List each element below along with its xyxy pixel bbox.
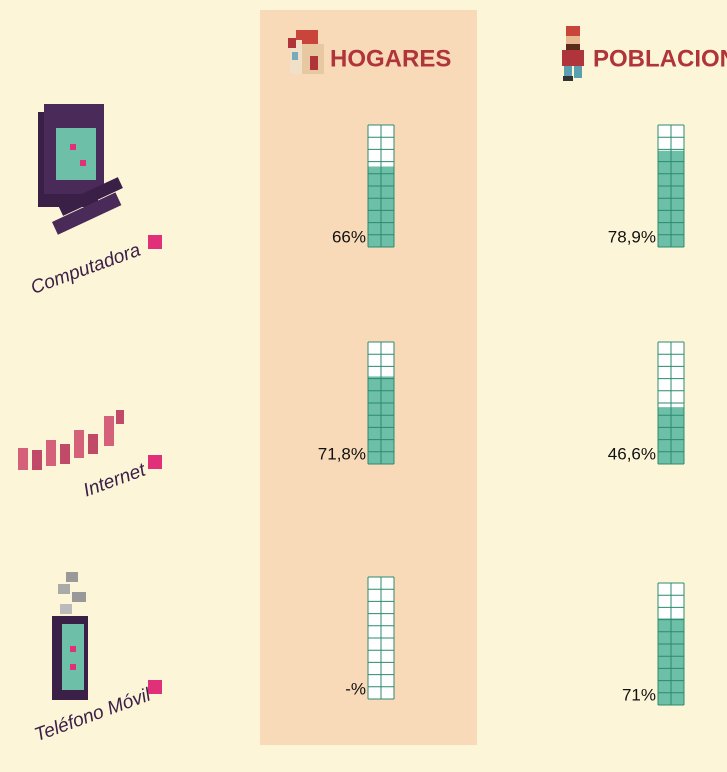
value-label: 78,9% bbox=[608, 227, 656, 246]
value-label: -% bbox=[345, 679, 366, 698]
value-label: 71,8% bbox=[318, 444, 366, 463]
category-marker bbox=[148, 455, 162, 469]
value-label: 66% bbox=[332, 227, 366, 246]
series-header: HOGARES bbox=[330, 45, 451, 72]
value-label: 46,6% bbox=[608, 444, 656, 463]
series-header: POBLACION bbox=[593, 45, 727, 72]
category-marker bbox=[148, 680, 162, 694]
value-label: 71% bbox=[622, 685, 656, 704]
infographic: HOGARES POBLACION bbox=[0, 0, 727, 772]
category-marker bbox=[148, 235, 162, 249]
